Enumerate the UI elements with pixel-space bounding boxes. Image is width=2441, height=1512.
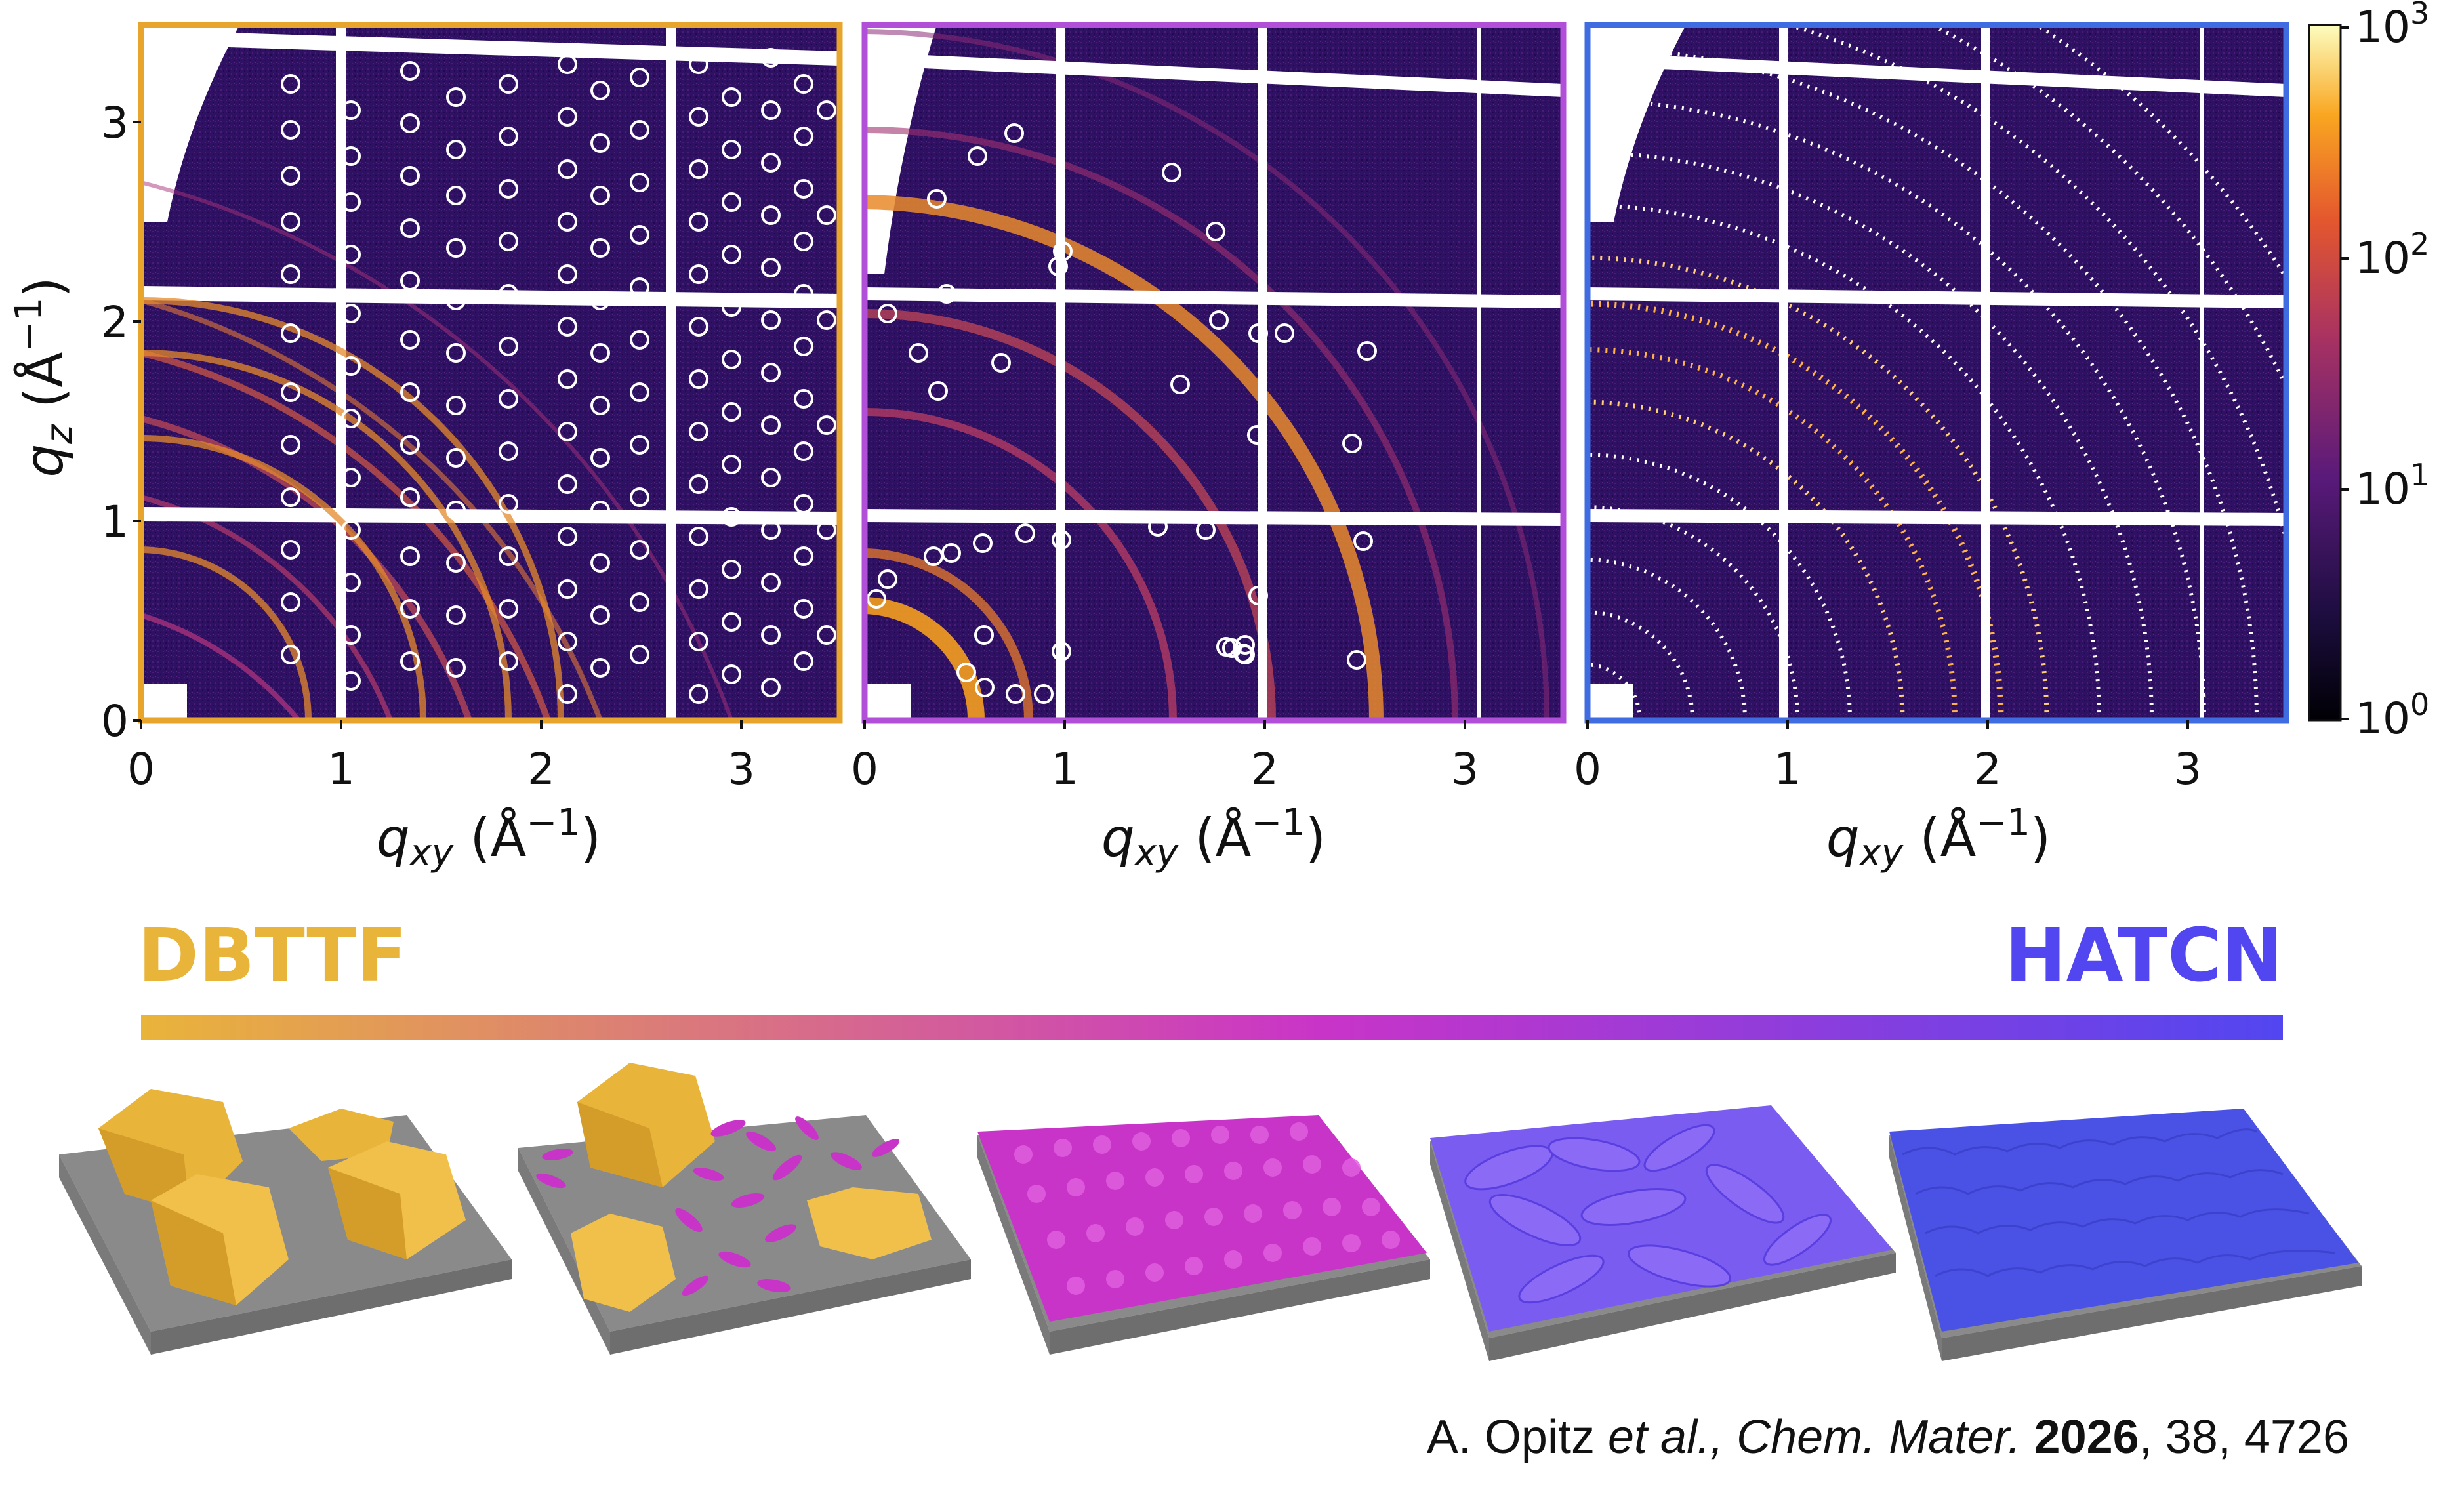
x-tick-label: 3: [2174, 744, 2202, 794]
giwaxs-panel-hatcn: [1584, 22, 2289, 724]
x-label-exp: −1: [1251, 802, 1305, 844]
detector-gaps: [865, 25, 1563, 720]
detector-gaps: [1588, 25, 2286, 720]
x-tick-label: 0: [127, 744, 155, 794]
x-label-close: ): [581, 807, 601, 868]
colorbar-tick-label: 102: [2355, 226, 2429, 283]
x-label-exp: −1: [526, 802, 581, 844]
y-axis: 0 1 2 3 qz (Å−1): [8, 98, 141, 746]
x-label-unit: (Å: [1919, 807, 1976, 868]
colorbar: 103 102 101 100: [2308, 0, 2429, 744]
y-axis-label: qz (Å−1): [8, 277, 81, 477]
citation-volume-page: , 38, 4726: [2139, 1411, 2349, 1463]
panel-border: [138, 22, 843, 724]
diffraction-rings: [1588, 25, 2286, 720]
citation-etal: et al.,: [1607, 1411, 1724, 1463]
hatcn-label: HATCN: [2005, 913, 2283, 998]
x-tick-label: 2: [1251, 744, 1279, 794]
x-tick-label: 2: [1974, 744, 2001, 794]
x-axis-panel-1: 0 1 2 3 qxy (Å−1): [127, 720, 755, 874]
detector-background: [1588, 25, 2286, 720]
giwaxs-panel-dbttf: [138, 22, 843, 724]
x-tick-label: 3: [1451, 744, 1479, 794]
citation: A. Opitz et al., Chem. Mater. 2026, 38, …: [1427, 1410, 2349, 1464]
bragg-peak-markers: [281, 48, 836, 704]
x-label-sub: xy: [1134, 832, 1179, 874]
morphology-hatcn-rich-mix: [1430, 1105, 1896, 1361]
x-label-q: q: [1101, 807, 1135, 868]
morphology-pure-dbttf: [59, 1089, 512, 1355]
colorbar-tick-label: 101: [2355, 457, 2429, 514]
x-tick-label: 1: [1774, 744, 1801, 794]
x-axis-panel-2: 0 1 2 3 qxy (Å−1): [851, 720, 1479, 874]
diffraction-rings: [141, 297, 564, 720]
morphology-dbttf-rich-mix: [518, 1063, 971, 1355]
bragg-peak-markers: [867, 123, 1377, 704]
x-axis-panel-3: 0 1 2 3 qxy (Å−1): [1574, 720, 2202, 874]
x-tick-label: 1: [1051, 744, 1078, 794]
x-tick-label: 0: [1574, 744, 1601, 794]
citation-author: A. Opitz: [1426, 1411, 1608, 1463]
dbttf-label: DBTTF: [138, 913, 407, 998]
morphology-pure-hatcn: [1889, 1109, 2362, 1361]
x-label-sub: xy: [1858, 832, 1904, 874]
x-tick-label: 2: [527, 744, 555, 794]
x-label-sub: xy: [409, 832, 454, 874]
x-label-close: ): [1305, 807, 1326, 868]
x-tick-label: 1: [327, 744, 355, 794]
colorbar-gradient: [2308, 24, 2342, 722]
giwaxs-panel-mixed: [861, 22, 1567, 724]
x-label-close: ): [2030, 807, 2051, 868]
x-label-exp: −1: [1976, 802, 2030, 844]
y-tick-label: 3: [101, 98, 129, 148]
x-label-q: q: [1826, 807, 1860, 868]
composition-gradient-bar: [141, 1015, 2283, 1040]
detector-gaps: [141, 25, 840, 720]
y-tick-label: 1: [101, 497, 129, 547]
x-tick-label: 3: [728, 744, 755, 794]
citation-year: 2026: [2020, 1411, 2139, 1463]
y-tick-label: 0: [101, 696, 129, 746]
colorbar-tick-label: 100: [2355, 687, 2429, 744]
citation-journal: Chem. Mater.: [1723, 1411, 2021, 1463]
y-label-unit: (Å: [13, 352, 75, 408]
y-tick-label: 2: [101, 297, 129, 348]
x-label-unit: (Å: [470, 807, 526, 868]
colorbar-tick-label: 103: [2355, 0, 2429, 52]
x-label-unit: (Å: [1195, 807, 1251, 868]
morphology-mid-mix: [977, 1115, 1430, 1355]
x-label-q: q: [377, 807, 410, 868]
x-axis-label: qxy (Å−1): [1826, 802, 2051, 874]
panel-border: [1584, 22, 2289, 724]
panel-border: [861, 22, 1567, 724]
y-label-sub: z: [38, 424, 81, 445]
x-tick-label: 0: [851, 744, 878, 794]
y-label-q: q: [14, 444, 75, 478]
x-axis-label: qxy (Å−1): [377, 802, 601, 874]
y-label-exp: −1: [8, 298, 51, 352]
x-axis-label: qxy (Å−1): [1101, 802, 1326, 874]
y-label-close: ): [14, 277, 75, 297]
